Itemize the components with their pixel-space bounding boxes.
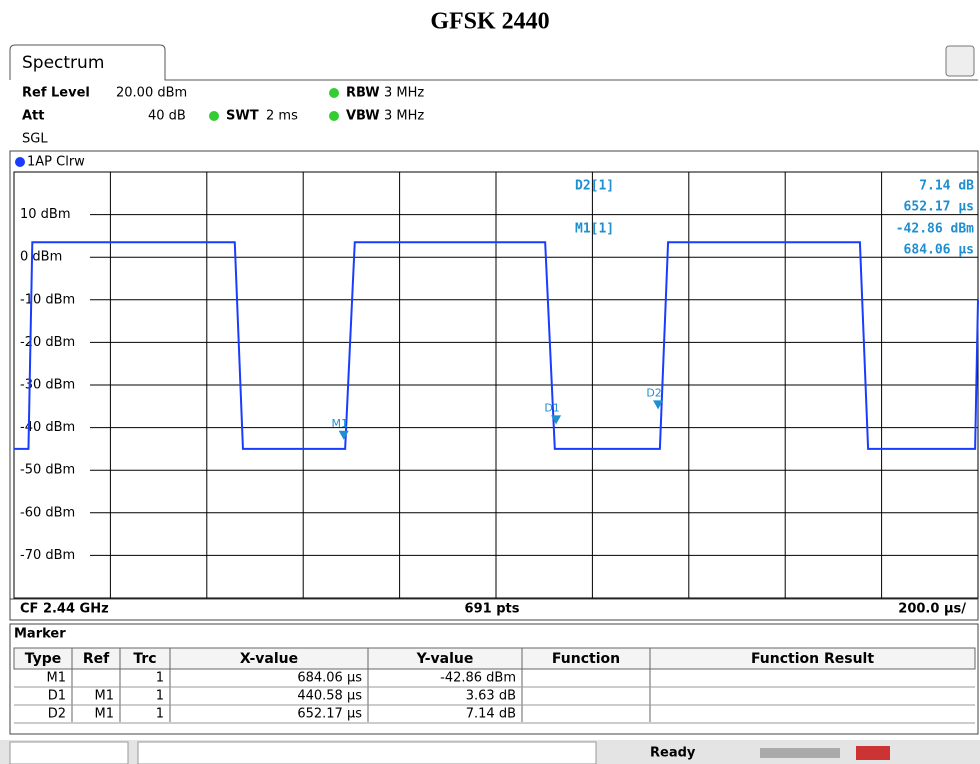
status-box (9, 741, 129, 764)
cell: 684.06 µs (297, 671, 362, 686)
marker-label: M1 (331, 417, 348, 430)
tab-outline (9, 44, 978, 81)
led (329, 111, 339, 121)
table-panel (9, 623, 979, 735)
cell: 440.58 µs (297, 689, 362, 704)
label-bg (17, 462, 87, 479)
trace-dot (15, 157, 25, 167)
y-tick-label: -50 dBm (20, 463, 75, 478)
vbw-label: VBW (346, 109, 380, 124)
att-label: Att (22, 109, 45, 124)
y-tick-label: -70 dBm (20, 548, 75, 563)
footer-left: CF 2.44 GHz (20, 602, 109, 617)
ref-value: 20.00 dBm (116, 86, 187, 101)
cell: 652.17 µs (297, 707, 362, 722)
progress (760, 748, 840, 758)
readout-name: D2[1] (575, 179, 614, 194)
vbw-value: 3 MHz (384, 109, 424, 124)
y-tick-label: -40 dBm (20, 420, 75, 435)
tab-label[interactable]: Spectrum (22, 53, 104, 73)
table-header-bg (13, 647, 976, 670)
readout-value: 652.17 µs (904, 200, 974, 215)
label-bg (17, 249, 87, 266)
label-bg (17, 206, 87, 223)
y-tick-label: 0 dBm (20, 250, 62, 265)
y-tick-label: -30 dBm (20, 378, 75, 393)
label-bg (17, 547, 87, 564)
cell: D2 (48, 707, 66, 722)
cell: M1 (95, 707, 115, 722)
marker-label: D1 (544, 401, 559, 414)
footer-center: 691 pts (465, 602, 520, 617)
cell: -42.86 dBm (440, 671, 516, 686)
logo (856, 746, 890, 760)
cell: D1 (48, 689, 66, 704)
readout-value: 7.14 dB (919, 179, 974, 194)
readout-name: M1[1] (575, 222, 614, 237)
marker (551, 415, 562, 425)
led (209, 111, 219, 121)
cell: M1 (47, 671, 67, 686)
label-bg (17, 377, 87, 393)
cell: 3.63 dB (466, 689, 516, 704)
column-header: Function Result (751, 651, 874, 667)
column-header: Y-value (416, 651, 474, 667)
footer-right: 200.0 µs/ (898, 602, 966, 617)
ref-label: Ref Level (22, 86, 90, 101)
title: GFSK 2440 (430, 9, 549, 35)
column-header: Trc (133, 651, 156, 667)
cell: 1 (156, 707, 164, 722)
label-bg (17, 419, 87, 436)
mode: SGL (22, 132, 48, 147)
label-bg (17, 334, 87, 351)
status: Ready (650, 746, 696, 761)
cell: 1 (156, 689, 164, 704)
y-tick-label: -60 dBm (20, 505, 75, 520)
led (329, 88, 339, 98)
swt-value: 2 ms (266, 109, 298, 124)
label-bg (17, 291, 87, 308)
swt-label: SWT (226, 109, 259, 124)
column-header: Type (25, 651, 62, 667)
readout-value: -42.86 dBm (896, 222, 974, 237)
marker (653, 400, 664, 410)
rbw-value: 3 MHz (384, 86, 424, 101)
trace-label: 1AP Clrw (27, 155, 85, 170)
label-bg (17, 504, 87, 521)
status-box (137, 741, 597, 764)
table-title: Marker (14, 627, 66, 642)
marker-label: D2 (646, 386, 661, 399)
y-tick-label: -10 dBm (20, 292, 75, 307)
rbw-label: RBW (346, 86, 380, 101)
att-value: 40 dB (148, 109, 186, 124)
y-tick-label: -20 dBm (20, 335, 75, 350)
y-tick-label: 10 dBm (20, 207, 71, 222)
trace (14, 241, 979, 450)
icon[interactable] (945, 45, 975, 77)
column-header: X-value (240, 651, 298, 667)
cell: 7.14 dB (466, 707, 516, 722)
column-header: Function (552, 651, 620, 667)
column-header: Ref (83, 651, 110, 667)
cell: M1 (95, 689, 115, 704)
marker (338, 430, 349, 440)
cell: 1 (156, 671, 164, 686)
readout-value: 684.06 µs (904, 243, 974, 258)
